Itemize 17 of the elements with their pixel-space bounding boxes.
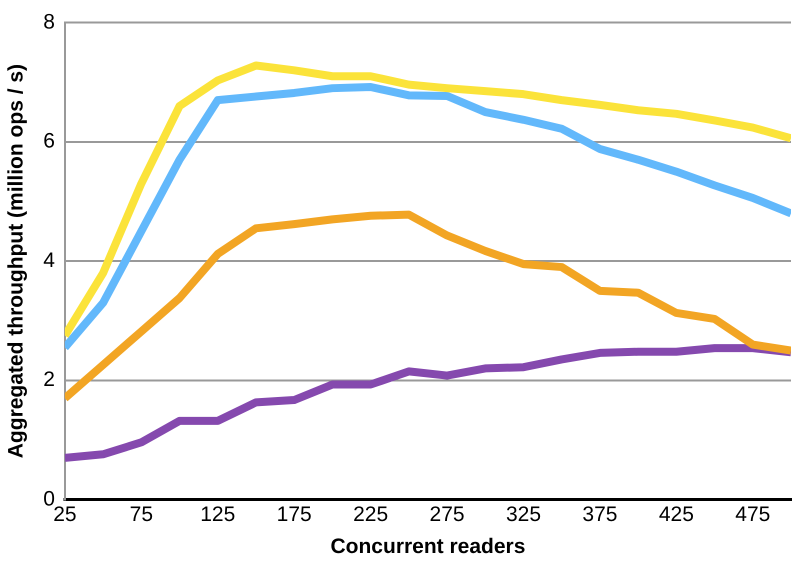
x-axis-title: Concurrent readers: [330, 535, 526, 558]
x-tick-label: 475: [735, 502, 770, 526]
x-tick-label: 275: [430, 502, 465, 526]
y-axis-title: Aggregated throughput (million ops / s): [4, 64, 28, 458]
y-tick-label: 4: [43, 248, 56, 272]
x-tick-label: 375: [582, 502, 618, 526]
x-tick-label: 25: [53, 502, 77, 526]
x-tick-label: 125: [200, 502, 236, 526]
x-tick-label: 175: [276, 502, 312, 526]
x-tick-label: 325: [506, 502, 542, 526]
x-tick-label: 225: [353, 502, 388, 526]
y-tick-label: 6: [43, 130, 55, 153]
x-tick-label: 425: [658, 502, 694, 526]
y-tick-label: 0: [43, 487, 55, 510]
y-tick-label: 8: [43, 10, 55, 34]
y-tick-label: 2: [43, 368, 55, 392]
x-tick-label: 75: [130, 502, 153, 526]
